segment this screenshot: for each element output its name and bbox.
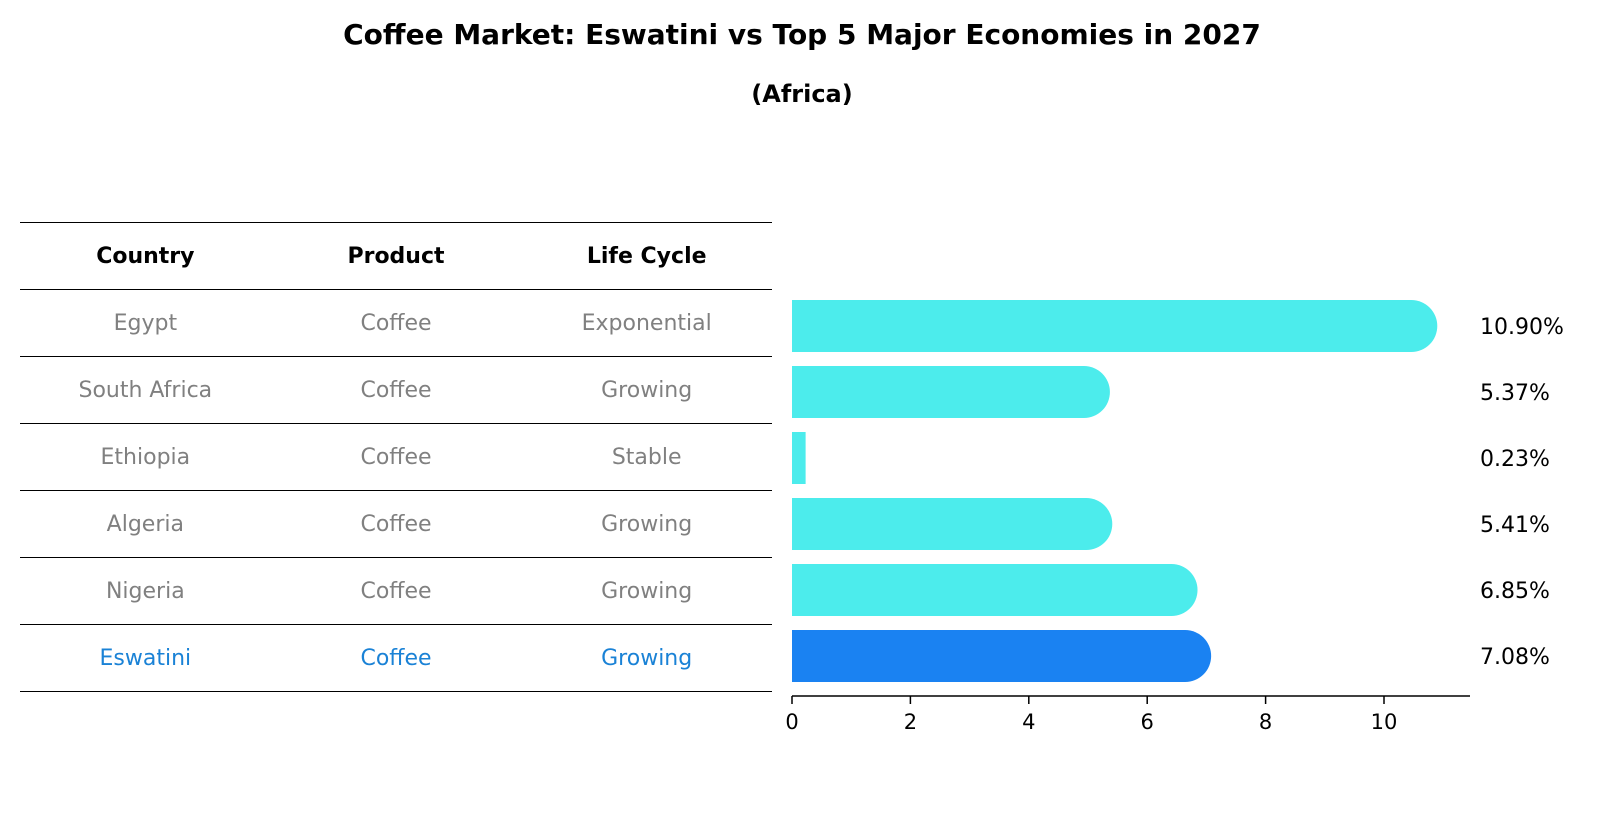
bar-value-label: 0.23%	[1480, 447, 1550, 472]
country-table: Country Product Life Cycle Egypt Coffee …	[20, 222, 772, 692]
table-row: Nigeria Coffee Growing	[20, 557, 772, 624]
header-country: Country	[96, 243, 195, 269]
bar	[792, 432, 806, 484]
country-cell: Egypt	[113, 310, 178, 336]
header-product: Product	[347, 243, 445, 269]
life-cycle-cell: Growing	[601, 645, 693, 671]
country-cell: Eswatini	[99, 645, 192, 671]
product-cell: Coffee	[360, 578, 432, 604]
product-cell: Coffee	[360, 511, 432, 537]
x-tick-label: 2	[904, 710, 917, 734]
product-cell: Coffee	[360, 310, 432, 336]
bar-value-label: 5.37%	[1480, 381, 1550, 406]
product-cell: Coffee	[360, 377, 432, 403]
life-cycle-cell: Growing	[601, 377, 693, 403]
table-row: Egypt Coffee Exponential	[20, 289, 772, 356]
table-row: Ethiopia Coffee Stable	[20, 423, 772, 490]
country-cell: Ethiopia	[100, 444, 191, 470]
bar-value-label: 5.41%	[1480, 513, 1550, 538]
life-cycle-cell: Growing	[601, 578, 693, 604]
life-cycle-cell: Stable	[611, 444, 682, 470]
table-row: Algeria Coffee Growing	[20, 490, 772, 557]
product-cell: Coffee	[360, 444, 432, 470]
table-row: South Africa Coffee Growing	[20, 356, 772, 423]
bar-value-label: 7.08%	[1480, 645, 1550, 670]
x-tick-label: 0	[785, 710, 798, 734]
x-tick-label: 4	[1022, 710, 1035, 734]
x-tick-label: 8	[1259, 710, 1272, 734]
chart-subtitle: (Africa)	[751, 80, 853, 108]
country-cell: South Africa	[78, 377, 213, 403]
header-life-cycle: Life Cycle	[586, 243, 707, 269]
bar-value-label: 6.85%	[1480, 579, 1550, 604]
x-tick-label: 6	[1141, 710, 1154, 734]
life-cycle-cell: Growing	[601, 511, 693, 537]
x-tick-label: 10	[1371, 710, 1398, 734]
bar	[792, 366, 1110, 418]
bar	[792, 300, 1438, 352]
chart-title: Coffee Market: Eswatini vs Top 5 Major E…	[343, 18, 1261, 51]
bar-highlight	[792, 630, 1212, 682]
country-cell: Algeria	[106, 511, 184, 537]
life-cycle-cell: Exponential	[581, 310, 712, 336]
product-cell: Coffee	[360, 645, 432, 671]
table-row-highlight: Eswatini Coffee Growing	[20, 624, 772, 692]
table-header-row: Country Product Life Cycle	[20, 222, 772, 289]
bar-value-label: 10.90%	[1480, 315, 1564, 340]
country-cell: Nigeria	[105, 578, 185, 604]
bar	[792, 564, 1198, 616]
bar	[792, 498, 1113, 550]
